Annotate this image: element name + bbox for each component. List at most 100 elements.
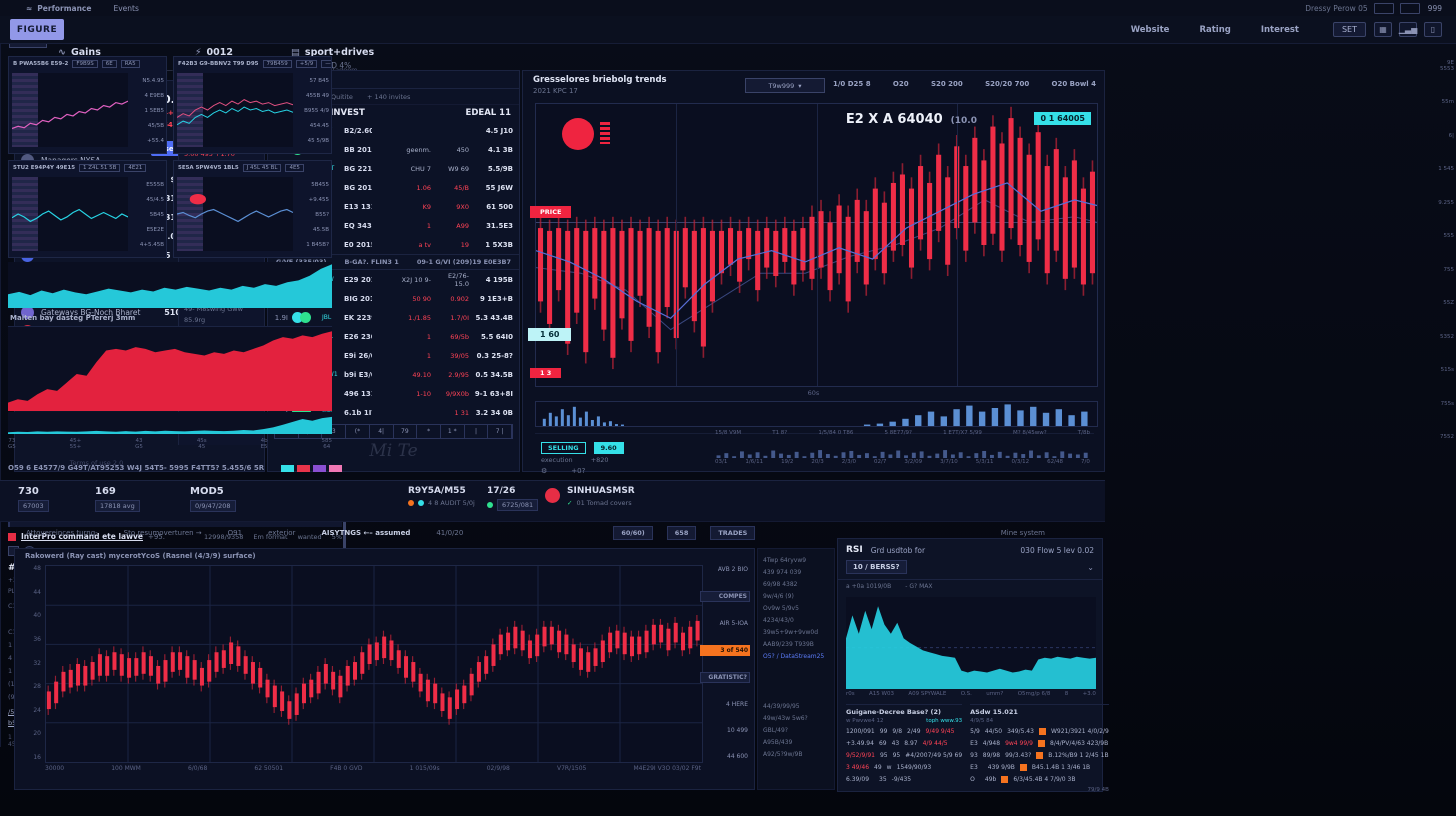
sidebar-item[interactable]: Gateways BG-Noch Bharet bbox=[21, 303, 151, 322]
toolbar-item[interactable]: AISYTNGS ←– assumed bbox=[321, 529, 411, 537]
asset-price: 4.5 J10 bbox=[485, 126, 513, 135]
mini-chart-card[interactable]: 5E5A 5PW4V5 1BL5 J 45L 45 BL 4E5 5B455 +9.45… bbox=[173, 160, 332, 258]
alert-stat: SINHUASMSR ✓ 01 Tomad covers bbox=[545, 486, 635, 507]
rail-label: 45/4.5 bbox=[146, 196, 164, 203]
phone-icon[interactable]: ▯ bbox=[1424, 22, 1442, 37]
window-button[interactable] bbox=[1373, 2, 1394, 14]
page-cell[interactable]: 1 * bbox=[441, 425, 465, 438]
chevron-down-icon[interactable]: ⌄ bbox=[1087, 562, 1094, 572]
bottom-candlestick-chart[interactable] bbox=[45, 565, 703, 763]
page-cell[interactable]: 4| bbox=[370, 425, 394, 438]
hist-label: 0/3/12 bbox=[1011, 459, 1030, 465]
gear-icon[interactable]: ⚙ bbox=[541, 467, 548, 475]
tab-performance[interactable]: ≈ Performance bbox=[26, 3, 92, 13]
rsi-selector[interactable]: 10 / BERSS? bbox=[846, 560, 907, 574]
table-row[interactable]: 9/52/9/91 95 95 #4/2007/49 5/9 69 bbox=[846, 750, 962, 762]
price-rail: AVB 2 BIO COMPES AIR 5-IOA 3 of 540 GRATISTI… bbox=[700, 565, 750, 761]
legend-chip bbox=[297, 464, 310, 472]
page-cell[interactable]: 3 bbox=[322, 425, 347, 438]
toolbar-item[interactable]: Sto resumoverturen → bbox=[123, 529, 202, 537]
nav-website[interactable]: Website bbox=[1130, 24, 1170, 35]
candlestick-chart[interactable]: E2 X A 64040 (10.0 0 1 64005 PRICE 1 60 1… bbox=[528, 103, 1098, 387]
nav-interest[interactable]: Interest bbox=[1260, 24, 1299, 35]
cell: 3 49/46 bbox=[846, 764, 870, 771]
table-row[interactable]: 1.9I JBL EK 2239 U9 B4? 1./1.85 1.7/0I 5.3 43… bbox=[268, 308, 519, 327]
settings-item[interactable]: A92/5?9w/9B bbox=[763, 751, 803, 758]
settings-item[interactable]: 39w5+9w+9vw0d bbox=[763, 629, 819, 636]
toolbar-button[interactable]: TRADES bbox=[710, 526, 756, 540]
cell: E3 bbox=[970, 740, 978, 747]
page-cell[interactable]: * bbox=[417, 425, 441, 438]
asset-name: E26 2309 60,dec bbox=[344, 333, 372, 341]
page-cell[interactable]: 7 | bbox=[488, 425, 513, 438]
watchlist-filter[interactable]: (2) Quitite bbox=[319, 92, 353, 101]
window-button-2[interactable] bbox=[1399, 2, 1420, 14]
table-row[interactable]: O 49b 6/3/45.4B 4 7/9/0 3B bbox=[970, 774, 1109, 786]
page-cell[interactable]: | bbox=[465, 425, 489, 438]
settings-item[interactable]: A95B/439 bbox=[763, 739, 793, 746]
value-1: 1 bbox=[426, 221, 431, 230]
page-cell[interactable]: (* bbox=[346, 425, 370, 438]
value-1: 1.06 bbox=[416, 183, 431, 192]
mini-chart-card[interactable]: 5TU2 E94P4Y 49E15 1 Z4L 51 5B 4E21 E555B 45/… bbox=[8, 160, 167, 258]
mini-chart-card[interactable]: B PWA55B6 E59-2 F9B9S 6E RA5 N5.4.95 4 E9EB 1 … bbox=[8, 56, 167, 154]
stat-17-26: 17/26 6725/081 bbox=[487, 486, 539, 511]
settings-item[interactable]: GBL/49? bbox=[763, 727, 788, 734]
rail-label: 1 B45B? bbox=[306, 242, 329, 249]
table-row[interactable]: 1200/091 99 9/8 2/49 9/49 9/45 bbox=[846, 726, 962, 738]
hist-micro-label: T1 8? bbox=[772, 430, 788, 436]
mini-chart-card[interactable]: F42B3 G9-BBNV2 T99 D95 79B459 +5/9— 57 B45 4… bbox=[173, 56, 332, 154]
cell: 99 bbox=[879, 728, 888, 735]
settings-item[interactable]: 69/98 4382 bbox=[763, 581, 798, 588]
hist-label: 02/7 bbox=[874, 459, 887, 465]
table-row[interactable]: 5/9 44/50 349/5.43 W921/3921 4/0/2/9 bbox=[970, 726, 1109, 738]
toolbar-button[interactable]: 60/60) bbox=[613, 526, 653, 540]
news-headline-link[interactable]: InterPro command ete lawve bbox=[21, 532, 143, 541]
settings-item[interactable]: Ov9w 5/9v5 bbox=[763, 605, 799, 612]
value-badge[interactable]: 9.60 bbox=[593, 442, 624, 454]
grid-icon[interactable]: ▦ bbox=[1374, 22, 1392, 37]
table-row[interactable]: 93 89/98 99/3.43? B.12%/B9 1 2/45 1B bbox=[970, 750, 1109, 762]
toolbar-item[interactable]: Attovereinces turng- bbox=[26, 529, 98, 537]
timeframe-dropdown[interactable]: T9w999 ▾ bbox=[745, 78, 825, 93]
toolbar-button[interactable]: 658 bbox=[666, 526, 697, 540]
table-row[interactable]: E3 439 9/9B B45.1.4B 1 3/46 1B bbox=[970, 762, 1109, 774]
settings-item[interactable]: 44/39/99/95 bbox=[763, 703, 800, 710]
x-label: 62 50501 bbox=[254, 765, 284, 772]
selling-badge[interactable]: SELLING bbox=[541, 442, 586, 454]
settings-item[interactable]: 439 974 039 bbox=[763, 569, 802, 576]
item-index: (1 bbox=[8, 680, 15, 688]
table-row[interactable]: 3 49/46 49 w 1549/90/93 bbox=[846, 762, 962, 774]
settings-item[interactable]: 9w/4/6 (9) bbox=[763, 593, 794, 600]
stats-icon[interactable]: ▁▃▅ bbox=[1399, 22, 1417, 37]
nav-rating[interactable]: Rating bbox=[1199, 24, 1231, 35]
watchlist-filter[interactable]: + 140 invites bbox=[366, 92, 411, 101]
mini-card-title: 5E5A 5PW4V5 1BL5 bbox=[178, 165, 239, 171]
value-1: geenm. bbox=[406, 145, 431, 154]
active-tab-figure[interactable]: FIGURE bbox=[10, 19, 64, 40]
x-axis-labels: 30000 100 MWM 6/0/68 62 50501 F4B 0 GVD 1 015… bbox=[45, 765, 701, 772]
tab-events[interactable]: Events bbox=[113, 3, 139, 13]
settings-item[interactable]: O5? / DataStream25 bbox=[763, 653, 825, 660]
rsi-chart[interactable] bbox=[846, 597, 1096, 689]
settings-item[interactable]: 49w/43w 5w6? bbox=[763, 715, 808, 722]
settings-item[interactable]: 4234/43/0 bbox=[763, 617, 794, 624]
table-row[interactable]: +3.49.94 69 43 8.97 4/9 44/5 bbox=[846, 738, 962, 750]
asset-name: BG 2018 twijov bbox=[344, 184, 372, 192]
page-cell[interactable]: 79 bbox=[394, 425, 418, 438]
table-row[interactable]: E3 4/948 9w4 99/9 8/4/PV/4/63 423/9B bbox=[970, 738, 1109, 750]
set-button[interactable]: SET bbox=[1332, 22, 1366, 37]
toolbar-item[interactable]: 41/0/20 bbox=[436, 529, 464, 537]
toolbar-item[interactable]: O91 bbox=[227, 529, 243, 537]
toolbar-item[interactable]: exterior bbox=[268, 529, 296, 537]
settings-item[interactable]: AAB9/239 T939B bbox=[763, 641, 814, 648]
terms-link[interactable]: Terms of use 2.0 bbox=[69, 459, 124, 467]
settings-item[interactable]: 4Twp 64ryvw9 bbox=[763, 557, 807, 564]
divider-mid: B-GA?. FLIN3 1 bbox=[344, 258, 399, 266]
y-label: 20 bbox=[33, 730, 41, 738]
orange-dot-icon bbox=[408, 500, 414, 506]
table-row[interactable]: 6.39/09 35 -9/435 bbox=[846, 774, 962, 786]
asset-name: BG 2215 19ul norm bbox=[344, 165, 372, 173]
volume-strip[interactable] bbox=[535, 401, 1098, 427]
